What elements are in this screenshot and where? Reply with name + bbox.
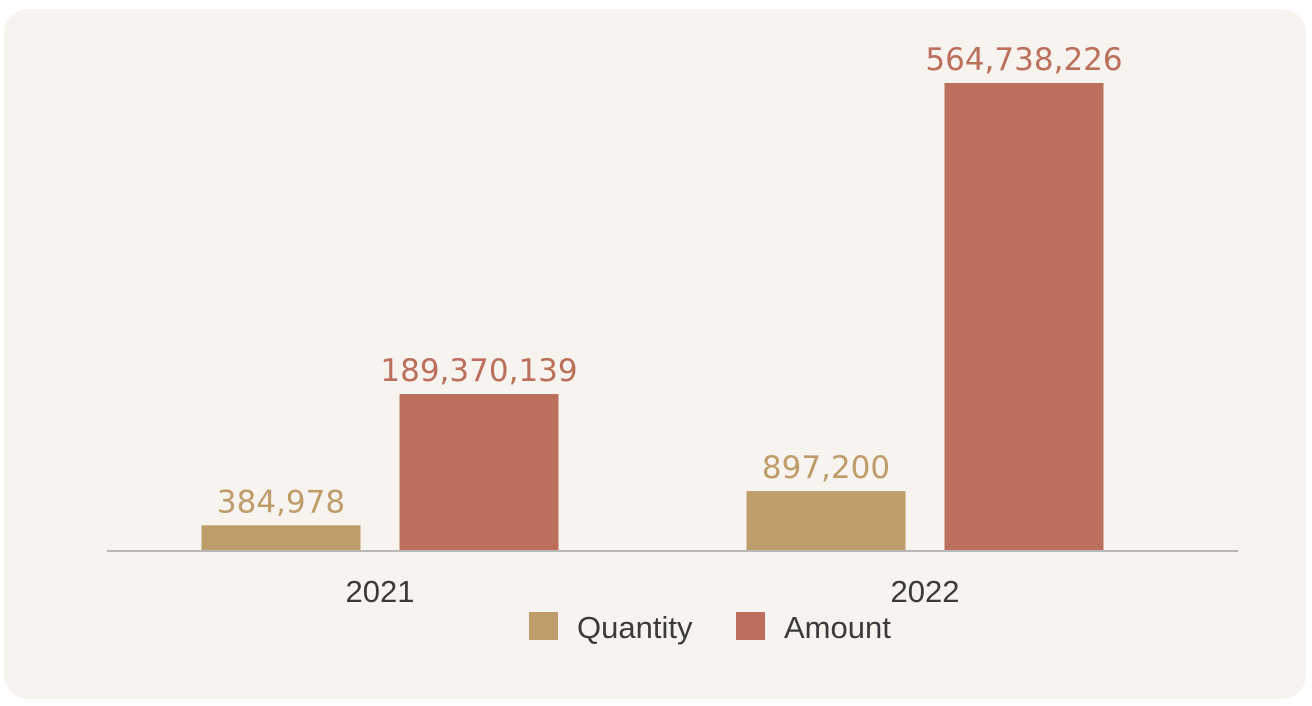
data-labels-group: 384,978 189,370,139 897,200 564,738,226	[217, 42, 1123, 520]
category-label-2022: 2022	[891, 574, 960, 609]
legend-swatch-quantity	[529, 612, 558, 640]
legend: Quantity Amount	[529, 610, 891, 645]
data-label-quantity-2022: 897,200	[762, 450, 890, 486]
bars-group	[201, 83, 1104, 551]
category-label-2021: 2021	[346, 574, 415, 609]
bar-quantity-2021	[201, 525, 361, 551]
data-label-quantity-2021: 384,978	[217, 484, 345, 520]
data-label-amount-2021: 189,370,139	[380, 353, 577, 389]
bar-amount-2022	[944, 83, 1104, 551]
legend-label-quantity: Quantity	[577, 610, 693, 645]
bar-quantity-2022	[746, 491, 906, 551]
data-label-amount-2022: 564,738,226	[925, 42, 1122, 78]
bar-amount-2021	[399, 394, 559, 551]
legend-label-amount: Amount	[784, 610, 891, 645]
category-labels-group: 2021 2022	[346, 574, 960, 609]
legend-swatch-amount	[736, 612, 765, 640]
